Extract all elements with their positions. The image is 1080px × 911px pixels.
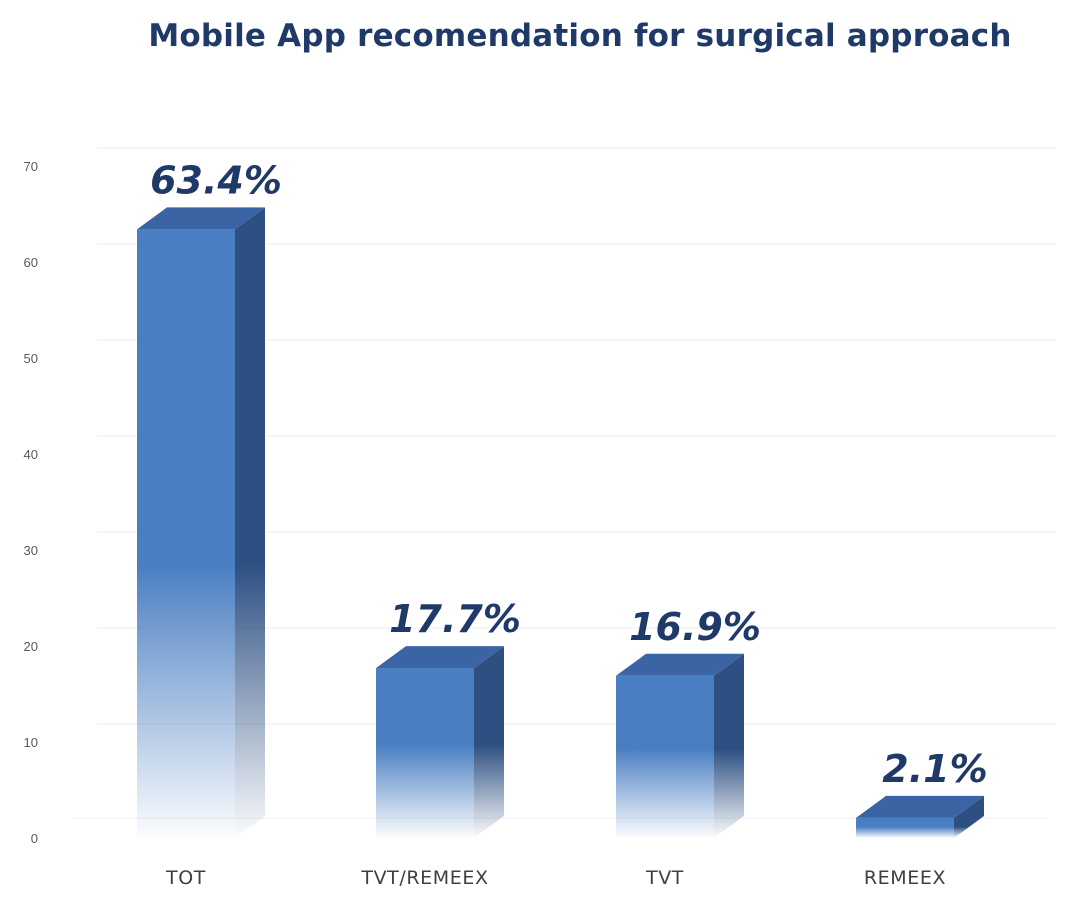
data-label: 63.4% [150,158,282,202]
y-tick-label: 60 [24,255,38,270]
y-tick-label: 70 [24,159,38,174]
bar-tot [137,207,265,839]
bar-top [616,653,744,676]
x-tick-label: REMEEX [864,867,946,889]
bar-front [137,229,235,839]
bar-side [954,795,984,838]
data-label: 17.7% [389,597,521,641]
bar-front [856,817,954,838]
y-tick-label: 20 [24,639,38,654]
y-tick-label: 30 [24,543,38,558]
bar-tvt [616,653,744,838]
y-tick-label: 40 [24,447,38,462]
bars [137,207,984,839]
bar-side [714,653,744,838]
bar-side [474,646,504,838]
bar-top [137,207,265,230]
data-label: 16.9% [629,605,761,649]
bar-front [376,668,474,838]
y-tick-label: 10 [24,735,38,750]
y-tick-label: 0 [31,831,38,846]
bar-remeex [856,795,984,838]
y-tick-label: 50 [24,351,38,366]
bar-side [235,207,265,839]
x-tick-label: TVT/REMEEX [360,867,488,889]
chart-title: Mobile App recomendation for surgical ap… [148,18,1012,54]
bar-top [376,646,504,669]
bar-top [856,795,984,818]
x-tick-label: TOT [165,867,206,889]
x-tick-label: TVT [645,867,684,889]
bar-front [616,675,714,838]
data-label: 2.1% [882,747,987,791]
bar-tvt-remeex [376,646,504,838]
